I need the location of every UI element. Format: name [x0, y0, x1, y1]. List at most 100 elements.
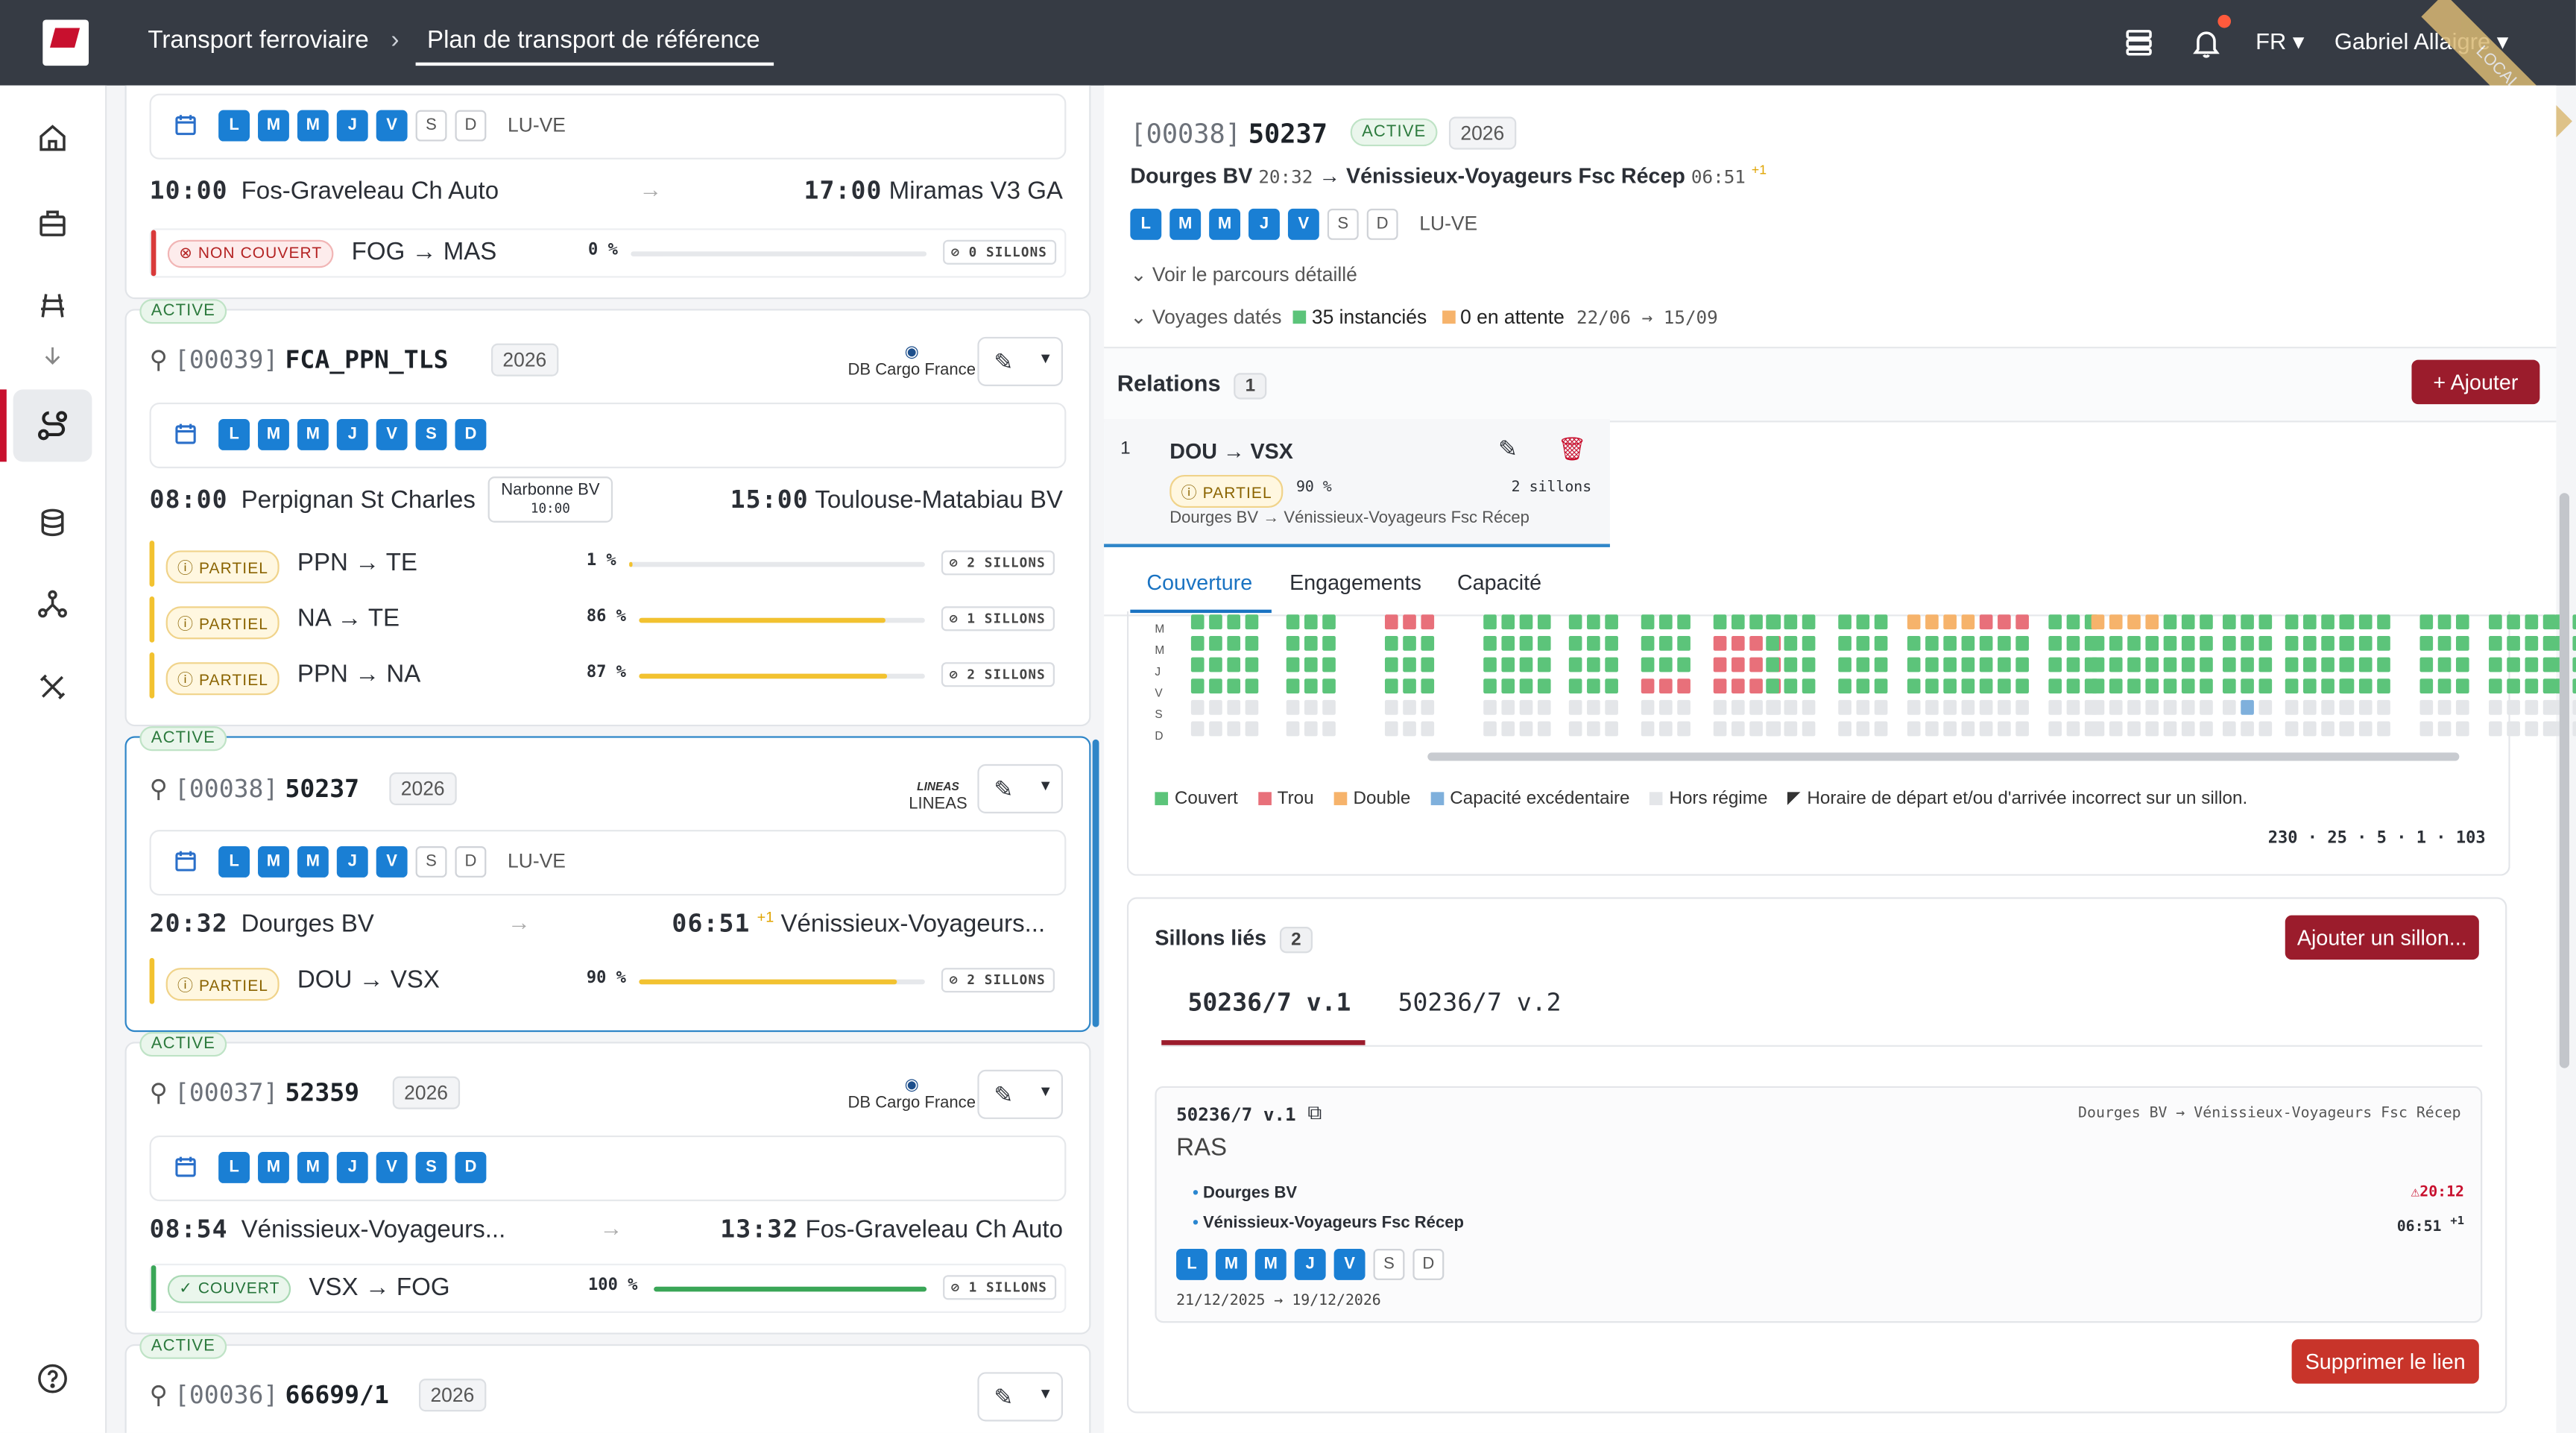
- coverage-cell[interactable]: [2358, 721, 2373, 737]
- coverage-cell[interactable]: [2091, 657, 2105, 673]
- coverage-cell[interactable]: [1677, 614, 1690, 630]
- coverage-cell[interactable]: [1605, 721, 1618, 737]
- coverage-cell[interactable]: [2223, 657, 2236, 673]
- trash-icon[interactable]: 🗑: [1557, 435, 1587, 462]
- coverage-cell[interactable]: [1568, 699, 1582, 715]
- coverage-cell[interactable]: [1749, 678, 1763, 694]
- coverage-cell[interactable]: [2419, 657, 2434, 673]
- coverage-cell[interactable]: [1403, 635, 1416, 651]
- segment-row[interactable]: ⓘ PARTIEL NA → TE 86 % ⊘ 1 SILLONS: [149, 596, 1063, 643]
- coverage-cell[interactable]: [1731, 678, 1745, 694]
- route-icon[interactable]: [13, 389, 92, 462]
- sillons-count[interactable]: ⊘ 1 SILLONS: [941, 606, 1054, 632]
- coverage-cell[interactable]: [2223, 721, 2236, 737]
- coverage-cell[interactable]: [1286, 657, 1300, 673]
- coverage-cell[interactable]: [1766, 635, 1779, 651]
- coverage-cell[interactable]: [1501, 635, 1515, 651]
- coverage-cell[interactable]: [1421, 699, 1435, 715]
- coverage-cell[interactable]: [1677, 699, 1690, 715]
- coverage-cell[interactable]: [1304, 657, 1318, 673]
- coverage-cell[interactable]: [1713, 614, 1727, 630]
- coverage-cell[interactable]: [1227, 657, 1241, 673]
- coverage-cell[interactable]: [1245, 635, 1259, 651]
- coverage-cell[interactable]: [1856, 699, 1870, 715]
- coverage-cell[interactable]: [1568, 721, 1582, 737]
- edit-button[interactable]: ✎ ▼: [977, 1069, 1063, 1119]
- coverage-cell[interactable]: [1587, 699, 1600, 715]
- coverage-cell[interactable]: [1519, 635, 1533, 651]
- coverage-cell[interactable]: [1286, 635, 1300, 651]
- coverage-cell[interactable]: [1979, 614, 1993, 630]
- coverage-cell[interactable]: [1998, 635, 2011, 651]
- coverage-cell[interactable]: [2223, 635, 2236, 651]
- coverage-cell[interactable]: [1874, 657, 1888, 673]
- coverage-cell[interactable]: [1190, 699, 1205, 715]
- segment-row[interactable]: ⓘ PARTIEL DOU → VSX 90 % ⊘ 2 SILLONS: [149, 957, 1063, 1004]
- coverage-cell[interactable]: [2321, 721, 2334, 737]
- coverage-cell[interactable]: [1384, 635, 1398, 651]
- coverage-cell[interactable]: [1384, 614, 1398, 630]
- coverage-cell[interactable]: [2572, 614, 2576, 630]
- coverage-cell[interactable]: [2507, 635, 2520, 651]
- coverage-cell[interactable]: [1519, 678, 1533, 694]
- coverage-cell[interactable]: [1322, 678, 1336, 694]
- coverage-cell[interactable]: [2163, 657, 2177, 673]
- coverage-cell[interactable]: [1659, 678, 1673, 694]
- coverage-cell[interactable]: [1784, 635, 1798, 651]
- coverage-cell[interactable]: [2181, 635, 2195, 651]
- coverage-cell[interactable]: [2181, 678, 2195, 694]
- coverage-cell[interactable]: [2489, 678, 2502, 694]
- breadcrumb-current[interactable]: Plan de transport de référence: [427, 26, 760, 54]
- coverage-cell[interactable]: [1322, 614, 1336, 630]
- coverage-cell[interactable]: [2377, 635, 2390, 651]
- coverage-cell[interactable]: [1766, 699, 1779, 715]
- coverage-cell[interactable]: [1245, 721, 1259, 737]
- coverage-cell[interactable]: [2015, 678, 2029, 694]
- coverage-cell[interactable]: [1605, 699, 1618, 715]
- chevron-down-icon[interactable]: ▼: [1038, 777, 1053, 794]
- coverage-cell[interactable]: [2321, 657, 2334, 673]
- coverage-cell[interactable]: [2525, 635, 2539, 651]
- coverage-cell[interactable]: [2091, 721, 2105, 737]
- coverage-cell[interactable]: [1907, 678, 1921, 694]
- coverage-cell[interactable]: [1856, 635, 1870, 651]
- tab-engagements[interactable]: Engagements: [1289, 570, 1421, 595]
- coverage-cell[interactable]: [1227, 721, 1241, 737]
- coverage-cell[interactable]: [2223, 678, 2236, 694]
- coverage-cell[interactable]: [2358, 699, 2373, 715]
- coverage-cell[interactable]: [2200, 635, 2213, 651]
- coverage-cell[interactable]: [2572, 721, 2576, 737]
- coverage-cell[interactable]: [2507, 678, 2520, 694]
- coverage-cell[interactable]: [1907, 699, 1921, 715]
- coverage-cell[interactable]: [1403, 721, 1416, 737]
- coverage-cell[interactable]: [1749, 635, 1763, 651]
- coverage-cell[interactable]: [1421, 635, 1435, 651]
- coverage-cell[interactable]: [1304, 614, 1318, 630]
- coverage-cell[interactable]: [2507, 657, 2520, 673]
- coverage-cell[interactable]: [2127, 699, 2141, 715]
- coverage-cell[interactable]: [2241, 678, 2254, 694]
- tab-capacite[interactable]: Capacité: [1456, 570, 1542, 595]
- coverage-cell[interactable]: [1784, 699, 1798, 715]
- coverage-cell[interactable]: [1587, 678, 1600, 694]
- coverage-cell[interactable]: [2258, 721, 2273, 737]
- coverage-cell[interactable]: [2321, 678, 2334, 694]
- language-selector[interactable]: FR ▾: [2255, 28, 2305, 54]
- coverage-cell[interactable]: [1304, 635, 1318, 651]
- coverage-cell[interactable]: [2285, 657, 2299, 673]
- add-sillon-button[interactable]: Ajouter un sillon...: [2285, 915, 2479, 960]
- coverage-cell[interactable]: [1519, 657, 1533, 673]
- edit-button[interactable]: ✎ ▼: [977, 763, 1063, 813]
- coverage-cell[interactable]: [1568, 678, 1582, 694]
- coverage-cell[interactable]: [1838, 635, 1852, 651]
- coverage-cell[interactable]: [2321, 614, 2334, 630]
- coverage-cell[interactable]: [1802, 721, 1816, 737]
- coverage-cell[interactable]: [1384, 657, 1398, 673]
- coverage-cell[interactable]: [2015, 635, 2029, 651]
- coverage-cell[interactable]: [1713, 678, 1727, 694]
- coverage-cell[interactable]: [2507, 614, 2520, 630]
- coverage-cell[interactable]: [1784, 614, 1798, 630]
- coverage-cell[interactable]: [2321, 635, 2334, 651]
- coverage-cell[interactable]: [1190, 635, 1205, 651]
- tab-sillon-v1[interactable]: 50236/7 v.1: [1187, 987, 1351, 1018]
